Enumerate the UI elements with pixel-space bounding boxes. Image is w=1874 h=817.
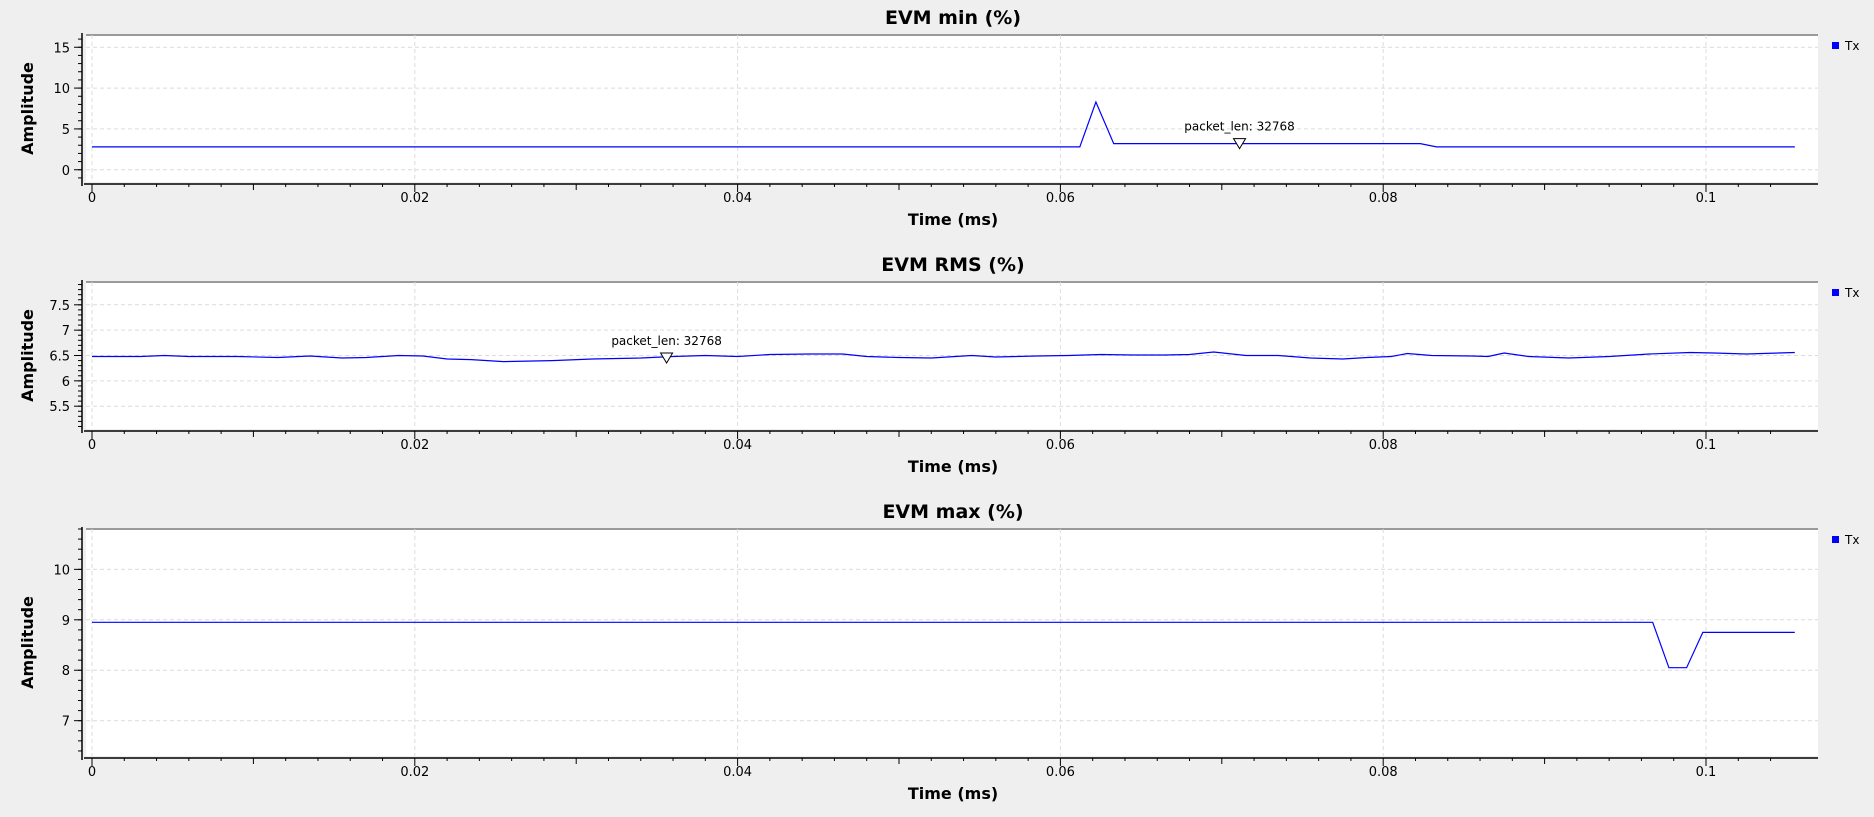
y-tick-label: 15 — [53, 41, 70, 56]
legend-swatch — [1832, 289, 1839, 296]
x-tick-label: 0.04 — [723, 191, 752, 206]
subplot-1: 0 5 10 15 0 0.02 0.04 0.06 0.08 0.1 EVM min (%) Tim… — [18, 7, 1859, 229]
tag-annotation: packet_len: 32768 — [1184, 120, 1295, 134]
x-tick-label: 0.02 — [400, 765, 429, 780]
x-tick-label: 0.06 — [1046, 191, 1075, 206]
y-tick-label: 5 — [62, 123, 70, 138]
x-tick-label: 0.04 — [723, 765, 752, 780]
x-tick-label: 0 — [88, 765, 96, 780]
y-tick-label: 7.5 — [49, 299, 70, 314]
x-tick-label: 0.08 — [1369, 765, 1398, 780]
y-tick-label: 7 — [62, 324, 70, 339]
x-axis-label: Time (ms) — [908, 784, 998, 803]
x-tick-label: 0.1 — [1696, 765, 1717, 780]
y-tick-label: 7 — [62, 715, 70, 730]
legend-swatch — [1832, 536, 1839, 543]
series-line-tx — [92, 351, 1795, 363]
chart-title: EVM min (%) — [885, 7, 1021, 29]
y-axis-label: Amplitude — [18, 62, 37, 155]
legend-label: Tx — [1844, 533, 1859, 547]
tag-annotation: packet_len: 32768 — [611, 334, 722, 348]
series-line-tx — [92, 621, 1795, 669]
y-tick-label: 5.5 — [49, 400, 70, 415]
y-tick-label: 8 — [62, 664, 70, 679]
chart-title: EVM max (%) — [882, 501, 1023, 523]
x-tick-label: 0.04 — [723, 438, 752, 453]
y-tick-label: 10 — [53, 563, 70, 578]
subplot-3: 7 8 9 10 0 0.02 0.04 0.06 0.08 0.1 EVM max (%) Time… — [18, 501, 1859, 803]
subplot-2: 5.5 6 6.5 7 7.5 0 0.02 0.04 0.06 0.08 0.1 EVM RMS (… — [18, 254, 1859, 476]
y-tick-label: 10 — [53, 82, 70, 97]
x-axis-label: Time (ms) — [908, 210, 998, 229]
tag-marker-icon — [659, 352, 674, 365]
x-tick-label: 0.1 — [1696, 191, 1717, 206]
x-tick-label: 0.1 — [1696, 438, 1717, 453]
x-tick-label: 0.06 — [1046, 438, 1075, 453]
y-axis-label: Amplitude — [18, 309, 37, 402]
x-tick-label: 0.08 — [1369, 191, 1398, 206]
x-tick-label: 0 — [88, 438, 96, 453]
series-line-tx — [92, 100, 1795, 148]
y-tick-label: 6 — [62, 375, 70, 390]
chart-title: EVM RMS (%) — [881, 254, 1024, 276]
tag-marker-icon — [1232, 138, 1247, 150]
y-tick-label: 9 — [62, 614, 70, 629]
x-tick-label: 0.08 — [1369, 438, 1398, 453]
x-tick-label: 0.06 — [1046, 765, 1075, 780]
plot-background — [86, 529, 1818, 756]
plot-background — [86, 35, 1818, 182]
y-axis-label: Amplitude — [18, 596, 37, 689]
legend-label: Tx — [1844, 286, 1859, 300]
y-tick-label: 6.5 — [49, 350, 70, 365]
x-tick-label: 0 — [88, 191, 96, 206]
y-tick-label: 0 — [62, 164, 70, 179]
x-axis-label: Time (ms) — [908, 457, 998, 476]
legend-label: Tx — [1844, 39, 1859, 53]
x-tick-label: 0.02 — [400, 438, 429, 453]
x-tick-label: 0.02 — [400, 191, 429, 206]
legend-swatch — [1832, 42, 1839, 49]
